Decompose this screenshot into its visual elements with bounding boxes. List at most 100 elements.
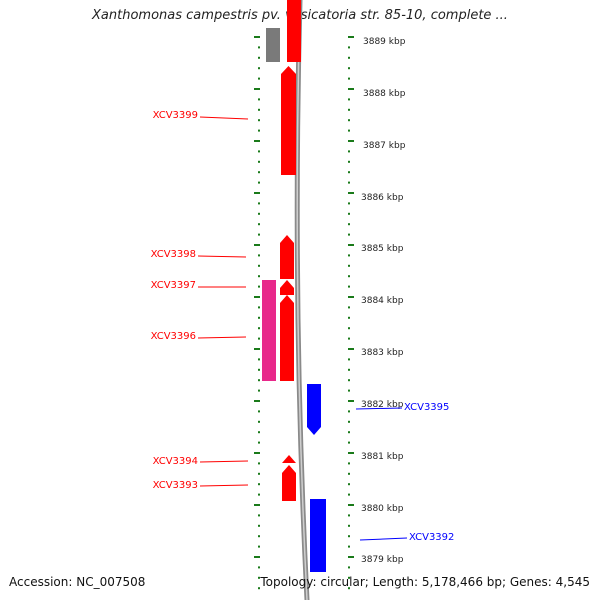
left-tick — [258, 358, 260, 361]
kbp-label: 3888 kbp — [363, 89, 406, 99]
left-tick — [258, 441, 260, 444]
right-tick — [348, 212, 350, 215]
left-tick — [258, 171, 260, 174]
right-tick — [348, 150, 350, 153]
gene-XCV3397 — [280, 280, 294, 295]
gene-label: XCV3395 — [404, 402, 449, 413]
gene-XCV3392 — [310, 499, 326, 572]
kbp-label: 3880 kbp — [361, 504, 404, 514]
left-tick — [258, 150, 260, 153]
right-tick — [348, 587, 350, 590]
left-tick — [254, 504, 260, 506]
left-tick — [258, 119, 260, 122]
right-tick — [348, 306, 350, 309]
right-tick — [348, 119, 350, 122]
right-tick — [348, 108, 350, 111]
right-tick — [348, 504, 354, 506]
kbp-label: 3884 kbp — [361, 296, 404, 306]
gene-XCV3396 — [280, 295, 294, 381]
left-tick — [258, 483, 260, 486]
left-tick — [254, 452, 260, 454]
left-tick — [258, 264, 260, 267]
right-tick — [348, 244, 354, 246]
left-tick — [258, 108, 260, 111]
gene-label: XCV3398 — [151, 249, 196, 260]
left-tick — [254, 88, 260, 90]
right-tick — [348, 171, 350, 174]
left-tick — [258, 587, 260, 590]
left-tick — [258, 77, 260, 80]
right-tick — [348, 524, 350, 527]
left-tick — [258, 327, 260, 330]
left-tick — [258, 285, 260, 288]
right-tick — [348, 566, 350, 569]
left-tick — [258, 212, 260, 215]
right-tick — [348, 88, 354, 90]
right-tick — [348, 576, 350, 579]
left-tick — [258, 98, 260, 101]
right-tick — [348, 98, 350, 101]
left-tick — [258, 379, 260, 382]
right-tick — [348, 493, 350, 496]
left-tick — [258, 46, 260, 49]
right-tick — [348, 389, 350, 392]
left-tick — [258, 202, 260, 205]
gene-leader-line — [355, 407, 403, 410]
left-tick — [258, 462, 260, 465]
kbp-label: 3887 kbp — [363, 141, 406, 151]
right-tick — [348, 233, 350, 236]
right-tick — [348, 77, 350, 80]
kbp-label: 3889 kbp — [363, 37, 406, 47]
kbp-label: 3886 kbp — [361, 193, 404, 203]
gene-XCV3399 — [281, 66, 296, 175]
right-tick — [348, 379, 350, 382]
gene-label: XCV3396 — [151, 331, 196, 342]
right-tick — [348, 400, 354, 402]
left-tick — [258, 431, 260, 434]
right-tick — [348, 452, 354, 454]
right-tick — [348, 368, 350, 371]
right-tick — [348, 181, 350, 184]
left-tick — [258, 316, 260, 319]
right-tick — [348, 545, 350, 548]
right-tick — [348, 296, 354, 298]
right-tick — [348, 316, 350, 319]
right-tick — [348, 67, 350, 70]
right-tick — [348, 285, 350, 288]
accession-label: Accession: NC_007508 — [9, 575, 146, 589]
left-tick — [258, 368, 260, 371]
chromosome-backbone-highlight — [296, 0, 308, 600]
gene-XCV3398 — [280, 235, 294, 279]
kbp-label: 3879 kbp — [361, 555, 404, 565]
kbp-label: 3882 kbp — [361, 400, 404, 410]
gene-leader-line — [197, 255, 247, 258]
left-tick — [258, 389, 260, 392]
right-tick — [348, 223, 350, 226]
right-tick — [348, 192, 354, 194]
gene-label: XCV3392 — [409, 532, 454, 543]
right-tick — [348, 46, 350, 49]
left-tick — [258, 566, 260, 569]
right-tick — [348, 348, 354, 350]
left-tick — [258, 254, 260, 257]
left-tick — [254, 348, 260, 350]
left-tick — [254, 192, 260, 194]
left-tick — [258, 67, 260, 70]
left-tick — [254, 400, 260, 402]
right-tick — [348, 36, 354, 38]
right-tick — [348, 202, 350, 205]
right-tick — [348, 140, 354, 142]
kbp-label: 3881 kbp — [361, 452, 404, 462]
right-tick — [348, 431, 350, 434]
left-tick — [258, 545, 260, 548]
left-tick — [258, 410, 260, 413]
right-tick — [348, 264, 350, 267]
left-tick — [258, 576, 260, 579]
right-tick — [348, 472, 350, 475]
gene-leader-line — [199, 484, 249, 487]
right-tick — [348, 410, 350, 413]
right-tick — [348, 129, 350, 132]
right-tick — [348, 358, 350, 361]
kbp-label: 3885 kbp — [361, 244, 404, 254]
